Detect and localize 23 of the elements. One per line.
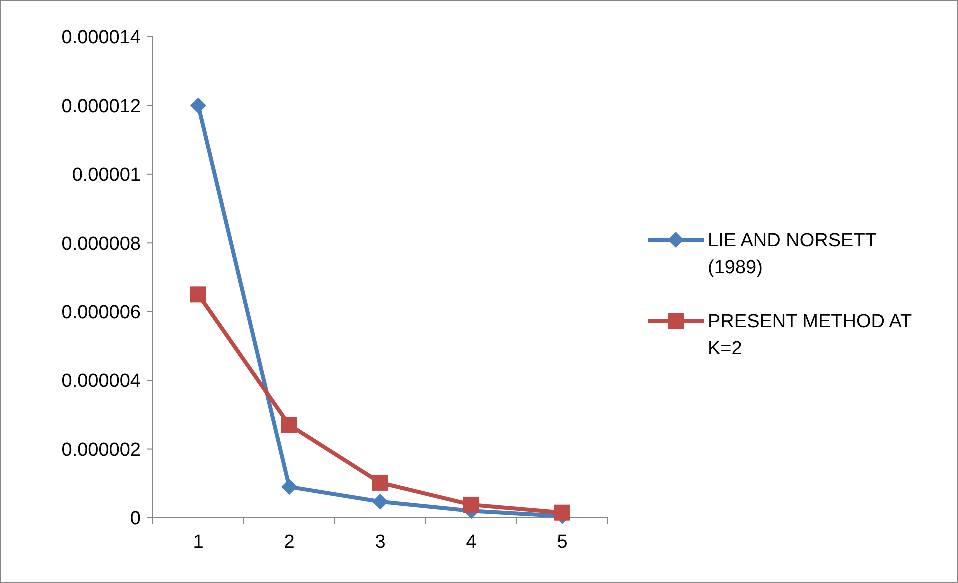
point (372, 494, 388, 510)
legend-label: LIE AND NORSETT (1989) (708, 230, 878, 278)
x-tick-label: 3 (375, 532, 386, 553)
y-tick-label: 0.000002 (62, 440, 141, 461)
x-tick-label: 4 (466, 532, 478, 553)
x-tick-label: 1 (193, 532, 204, 553)
y-tick-label: 0.000004 (62, 371, 142, 392)
point (190, 98, 206, 114)
point (190, 286, 206, 303)
point (372, 474, 388, 491)
point (282, 479, 298, 496)
y-tick-label: 0.000006 (62, 302, 141, 324)
x-tick-label: 2 (284, 532, 295, 553)
x-tick-label: 5 (557, 532, 568, 553)
point (464, 496, 480, 513)
y-tick-label: 0 (130, 508, 141, 530)
y-tick-label: 0.000008 (62, 234, 141, 255)
y-tick-label: 0.000012 (62, 96, 141, 118)
point (554, 504, 570, 521)
point (282, 417, 298, 434)
y-tick-label: 0.00001 (72, 165, 141, 186)
legend-label: PRESENT METHOD AT K=2 (708, 312, 912, 360)
y-tick-label: 0.000014 (62, 28, 142, 49)
